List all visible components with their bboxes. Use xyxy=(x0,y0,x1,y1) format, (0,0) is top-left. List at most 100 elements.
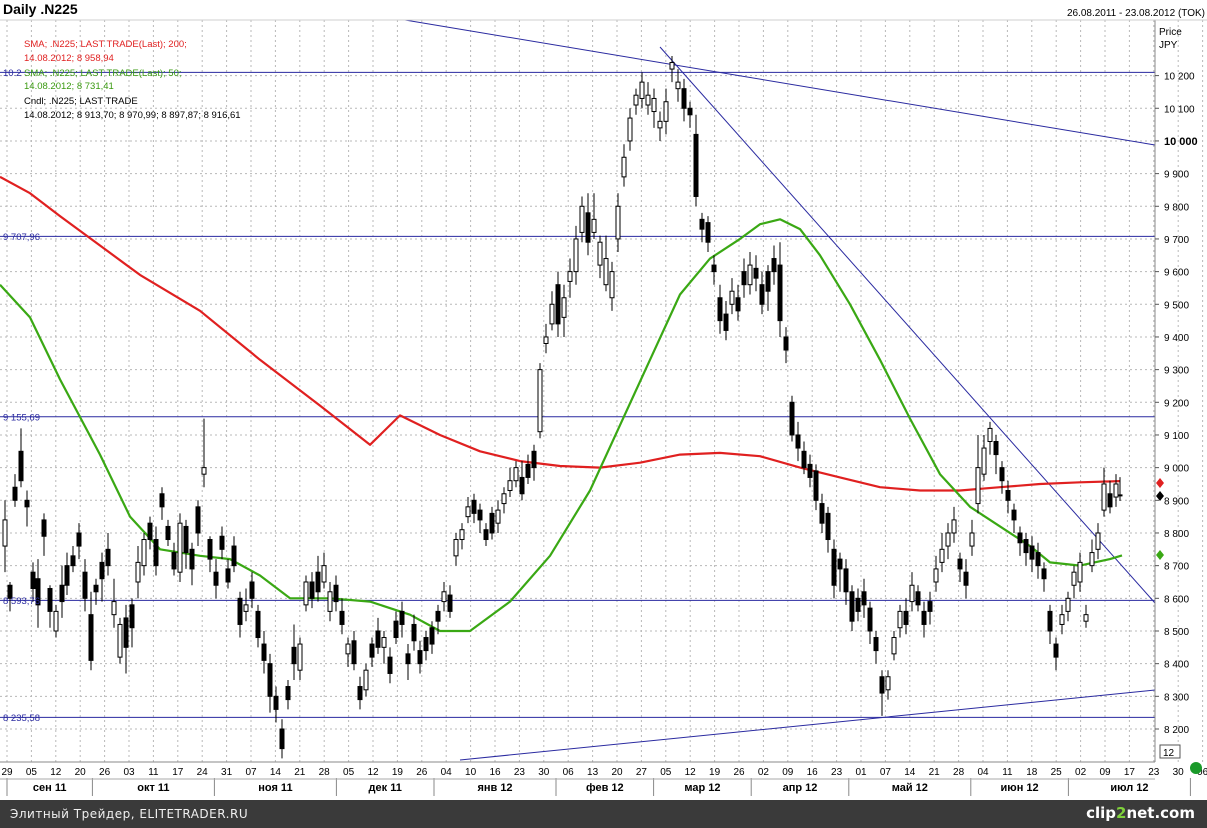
candle-body xyxy=(429,627,435,645)
candles xyxy=(2,55,1123,759)
candle xyxy=(837,552,843,592)
candle-body xyxy=(387,656,393,674)
candle-body xyxy=(825,512,831,541)
candle xyxy=(735,284,741,321)
candle xyxy=(1065,591,1071,622)
candle xyxy=(993,434,999,475)
candle-body xyxy=(909,584,915,603)
candle xyxy=(1011,503,1017,533)
candle xyxy=(82,559,88,612)
candle-body xyxy=(645,94,651,106)
candle-body xyxy=(135,561,141,583)
candle-body xyxy=(735,297,741,312)
candle xyxy=(123,604,129,674)
status-indicator xyxy=(1190,762,1202,774)
candle xyxy=(363,663,369,697)
x-tick-label: 30 xyxy=(538,767,550,778)
candle-body xyxy=(687,107,693,116)
x-tick-label: 07 xyxy=(245,767,257,778)
candle xyxy=(711,255,717,285)
candle-body xyxy=(105,548,111,567)
y-axis: 8 200 8 300 8 400 8 500 8 600 8 700 8 800 8 900… xyxy=(1155,72,1198,736)
x-tick-label: 17 xyxy=(1124,767,1136,778)
candle xyxy=(747,252,753,295)
x-tick-label: 06 xyxy=(563,767,575,778)
candle-body xyxy=(765,271,771,292)
x-tick-label: 07 xyxy=(880,767,892,778)
candle-body xyxy=(471,499,477,514)
candle xyxy=(35,559,41,628)
candle-body xyxy=(93,584,99,593)
candle xyxy=(885,670,891,700)
trend-lines xyxy=(404,19,1156,761)
candle xyxy=(933,555,939,592)
candle-body xyxy=(273,695,279,710)
scale-box[interactable] xyxy=(1159,744,1181,759)
candle-body xyxy=(76,532,82,547)
x-tick-label: 03 xyxy=(123,767,135,778)
x-tick-label: 06 xyxy=(1197,767,1207,778)
candle-body xyxy=(729,290,735,305)
candle-body xyxy=(423,637,429,652)
level-label: 8 235,58 xyxy=(3,713,40,724)
candle-body xyxy=(41,519,47,537)
x-tick-label: 12 xyxy=(685,767,697,778)
candle xyxy=(525,454,531,484)
candle-body xyxy=(555,284,561,325)
candle-body xyxy=(699,218,705,230)
y-tick-label: 8 700 xyxy=(1164,562,1189,573)
candle xyxy=(615,193,621,253)
y-tick-label: 9 500 xyxy=(1164,300,1189,311)
candle-body xyxy=(519,476,525,495)
chart-title: Daily .N225 xyxy=(3,1,78,17)
chart: 10.2 9 707,96 9 155,69 8 593,76 8 235,58 8 2… xyxy=(0,1,1207,796)
candle-body xyxy=(885,676,891,691)
x-tick-label: 16 xyxy=(489,767,501,778)
candle xyxy=(483,523,489,547)
price-label: Price xyxy=(1159,27,1182,38)
candle xyxy=(111,578,117,628)
candle xyxy=(321,552,327,589)
x-tick-label: 01 xyxy=(855,767,867,778)
candle xyxy=(531,444,537,481)
candle-body xyxy=(435,610,441,622)
x-tick-label: 02 xyxy=(758,767,770,778)
candle xyxy=(741,258,747,298)
y-tick-label: 9 900 xyxy=(1164,170,1189,181)
candle xyxy=(969,519,975,556)
y-tick-label: 8 500 xyxy=(1164,627,1189,638)
clip2net-logo[interactable]: clip2net.com xyxy=(1086,804,1195,822)
candle xyxy=(1095,523,1101,560)
candle xyxy=(729,278,735,315)
candle xyxy=(1035,542,1041,579)
candle-body xyxy=(291,646,297,665)
month-label: июл 12 xyxy=(1110,782,1148,794)
candle xyxy=(975,434,981,514)
candle-body xyxy=(579,205,585,233)
y-tick-label: 10 000 xyxy=(1164,136,1198,148)
x-tick-label: 02 xyxy=(1075,767,1087,778)
level-label: 8 593,76 xyxy=(3,596,40,607)
candle xyxy=(1107,480,1113,514)
candle-body xyxy=(399,610,405,625)
candle xyxy=(393,611,399,645)
candle-body xyxy=(933,568,939,583)
candle xyxy=(387,647,393,684)
candle xyxy=(333,575,339,612)
scale-box-label: 12 xyxy=(1163,748,1175,759)
grid xyxy=(0,20,1204,762)
sma50-line xyxy=(0,218,1123,633)
y-tick-label: 9 200 xyxy=(1164,398,1189,409)
candle xyxy=(1029,536,1035,573)
month-label: май 12 xyxy=(892,782,928,794)
candle-body xyxy=(82,571,88,599)
candle-body xyxy=(633,94,639,106)
candle xyxy=(207,536,213,573)
candle-body xyxy=(597,241,603,266)
candle xyxy=(93,578,99,605)
candle xyxy=(339,598,345,635)
candle-body xyxy=(447,594,453,612)
x-tick-label: 10 xyxy=(465,767,477,778)
candle xyxy=(171,542,177,576)
candle xyxy=(477,503,483,533)
